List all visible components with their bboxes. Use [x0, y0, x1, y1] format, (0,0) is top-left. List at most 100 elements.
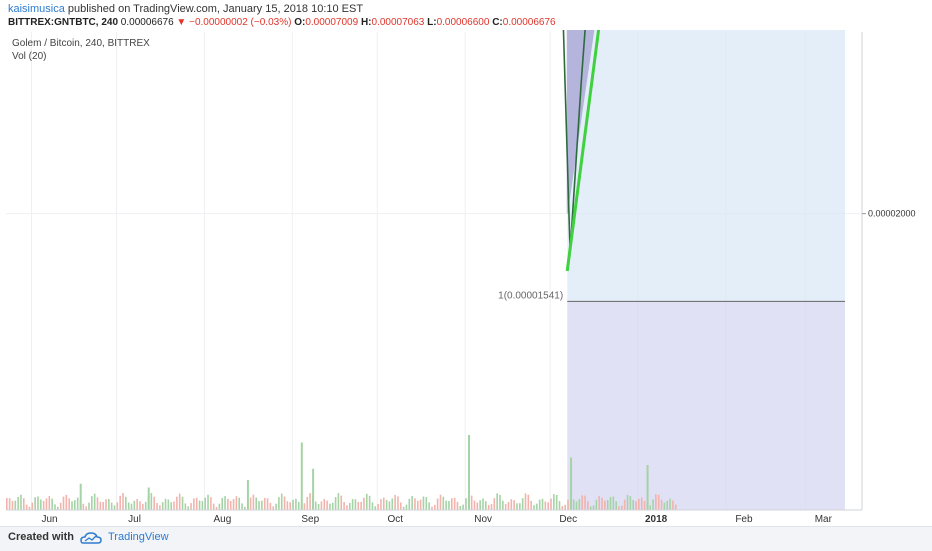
volume-bar: [536, 503, 538, 510]
volume-indicator-label[interactable]: Vol (20): [12, 51, 47, 62]
volume-bar: [150, 493, 153, 510]
volume-bar: [8, 498, 11, 510]
volume-bar: [42, 500, 45, 510]
volume-bar: [235, 496, 238, 510]
author-link[interactable]: kaisimusica: [8, 3, 65, 15]
volume-bar: [229, 500, 232, 510]
volume-bar: [306, 496, 309, 510]
fib-zone: [567, 301, 845, 510]
volume-bar: [340, 495, 343, 510]
volume-bar: [601, 497, 603, 510]
volume-bar: [652, 499, 654, 510]
volume-bar: [470, 495, 473, 510]
volume-bar: [629, 496, 632, 510]
volume-bar: [598, 496, 600, 510]
volume-bar: [181, 496, 184, 510]
y-axis-tick-label: 0.00002000: [868, 209, 916, 219]
volume-bar: [502, 500, 504, 510]
volume-bar: [567, 499, 569, 510]
volume-bar: [482, 498, 484, 510]
tradingview-brand[interactable]: TradingView: [108, 531, 169, 543]
symbol-label: BITTREX:GNTBTC, 240: [8, 17, 119, 28]
price-change: −0.00000002 (−0.03%): [189, 17, 292, 28]
down-arrow-icon: ▼: [176, 17, 187, 28]
volume-bar: [371, 502, 374, 510]
volume-bar: [255, 497, 258, 510]
volume-spike-bar: [570, 457, 573, 510]
volume-bar: [521, 498, 524, 510]
volume-bar: [161, 502, 164, 510]
x-axis-tick-label: Aug: [214, 514, 232, 525]
volume-bar: [51, 498, 53, 510]
volume-bar: [88, 502, 90, 510]
volume-bar: [82, 503, 85, 510]
volume-bar: [391, 498, 394, 510]
volume-bar: [261, 500, 263, 510]
volume-bar: [54, 504, 56, 510]
volume-bar: [40, 499, 42, 510]
volume-bar: [485, 501, 487, 510]
volume-bar: [241, 503, 243, 510]
x-axis-tick-label: Sep: [301, 514, 319, 525]
volume-bar: [68, 498, 70, 510]
volume-bar: [119, 495, 121, 510]
volume-bar: [422, 496, 425, 510]
x-axis-tick-label: Feb: [735, 514, 753, 525]
volume-bar: [581, 495, 583, 510]
volume-bar: [524, 493, 527, 510]
volume-bar: [411, 496, 413, 510]
volume-bar: [592, 505, 595, 510]
volume-bar: [303, 503, 306, 510]
volume-bar: [275, 503, 277, 510]
volume-bar: [436, 498, 439, 510]
volume-bar: [314, 501, 317, 510]
volume-spike-bar: [147, 487, 150, 510]
volume-bar: [283, 496, 286, 510]
volume-bar: [431, 506, 433, 510]
ohlc-header: BITTREX:GNTBTC, 240 0.00006676 ▼ −0.0000…: [8, 17, 556, 28]
volume-bar: [405, 504, 408, 510]
volume-bar: [173, 501, 175, 510]
volume-bar: [434, 504, 436, 510]
volume-bar: [286, 501, 289, 510]
publish-info: published on TradingView.com, January 15…: [67, 3, 364, 15]
volume-bar: [487, 504, 490, 510]
volume-bar: [212, 503, 215, 510]
volume-bar: [116, 502, 119, 510]
volume-bar: [215, 506, 218, 510]
volume-bar: [289, 502, 292, 510]
volume-bar: [6, 497, 8, 510]
volume-bar: [465, 498, 467, 510]
volume-bar: [519, 503, 521, 510]
volume-bar: [638, 498, 640, 510]
volume-bar: [385, 500, 388, 510]
last-price: 0.00006676: [120, 17, 174, 28]
volume-bar: [317, 503, 320, 510]
volume-bar: [170, 502, 172, 510]
volume-bar: [201, 501, 204, 510]
price-chart[interactable]: 0(0.00026931)0.236(0.00020939)0.382(0.00…: [0, 30, 932, 526]
volume-bar: [178, 493, 181, 510]
volume-bar: [28, 506, 31, 510]
volume-bar: [74, 500, 76, 510]
volume-bar: [499, 494, 501, 510]
volume-bar: [65, 494, 68, 510]
volume-spike-bar: [646, 465, 649, 510]
x-axis-tick-label: Mar: [815, 514, 833, 525]
volume-bar: [621, 505, 623, 510]
volume-bar: [374, 506, 377, 510]
volume-bar: [45, 498, 48, 510]
volume-bar: [142, 503, 144, 510]
volume-spike-bar: [79, 483, 82, 510]
volume-bar: [334, 497, 337, 510]
volume-bar: [504, 503, 507, 510]
volume-bar: [11, 500, 14, 510]
volume-bar: [224, 496, 226, 510]
volume-bar: [17, 496, 19, 510]
volume-bar: [538, 499, 541, 510]
volume-bar: [59, 502, 62, 510]
volume-bar: [575, 501, 578, 510]
open-label: O:: [294, 17, 306, 28]
volume-bar: [612, 496, 615, 510]
volume-bar: [462, 504, 464, 510]
